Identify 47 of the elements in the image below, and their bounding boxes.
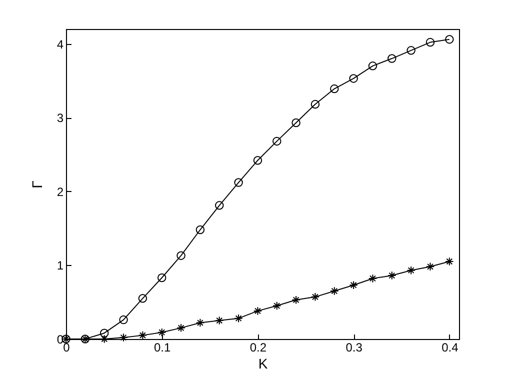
point: [196, 318, 205, 328]
point: [119, 333, 128, 342]
point: [157, 273, 166, 282]
point: [349, 280, 358, 290]
point: [445, 34, 454, 44]
point: [214, 201, 224, 210]
point: [368, 274, 378, 283]
y-tick-label: 2: [56, 184, 64, 199]
point: [330, 286, 339, 296]
point: [138, 294, 148, 303]
point: [310, 100, 320, 109]
x-axis-title: K: [258, 356, 268, 372]
point: [292, 296, 300, 304]
point: [253, 306, 262, 316]
point: [176, 251, 186, 260]
point: [138, 330, 148, 340]
point: [234, 178, 243, 187]
y-axis-title: Γ: [28, 180, 45, 188]
x-tick-label: 0.2: [250, 340, 267, 354]
point: [406, 46, 416, 55]
point: [388, 271, 396, 280]
point: [368, 62, 378, 70]
point: [196, 225, 205, 234]
point: [100, 328, 109, 338]
point: [388, 54, 396, 63]
point: [234, 314, 243, 323]
x-tick-label: 0.3: [346, 340, 363, 354]
point: [406, 266, 416, 275]
point: [176, 324, 186, 332]
y-tick-label: 3: [56, 111, 64, 126]
y-tick-label: 1: [56, 258, 64, 273]
point: [426, 38, 435, 47]
point: [330, 84, 339, 94]
point: [214, 316, 224, 325]
point: [253, 156, 262, 165]
point: [310, 292, 320, 302]
point: [426, 262, 435, 272]
point: [292, 118, 300, 128]
point: [349, 74, 358, 83]
x-tick-label: 0.1: [154, 340, 172, 354]
point: [272, 136, 282, 146]
point: [445, 257, 454, 266]
point: [119, 315, 128, 324]
point: [157, 328, 166, 337]
x-tick-label: 0.4: [442, 340, 459, 354]
y-tick-label: 4: [56, 37, 64, 52]
point: [272, 301, 282, 310]
